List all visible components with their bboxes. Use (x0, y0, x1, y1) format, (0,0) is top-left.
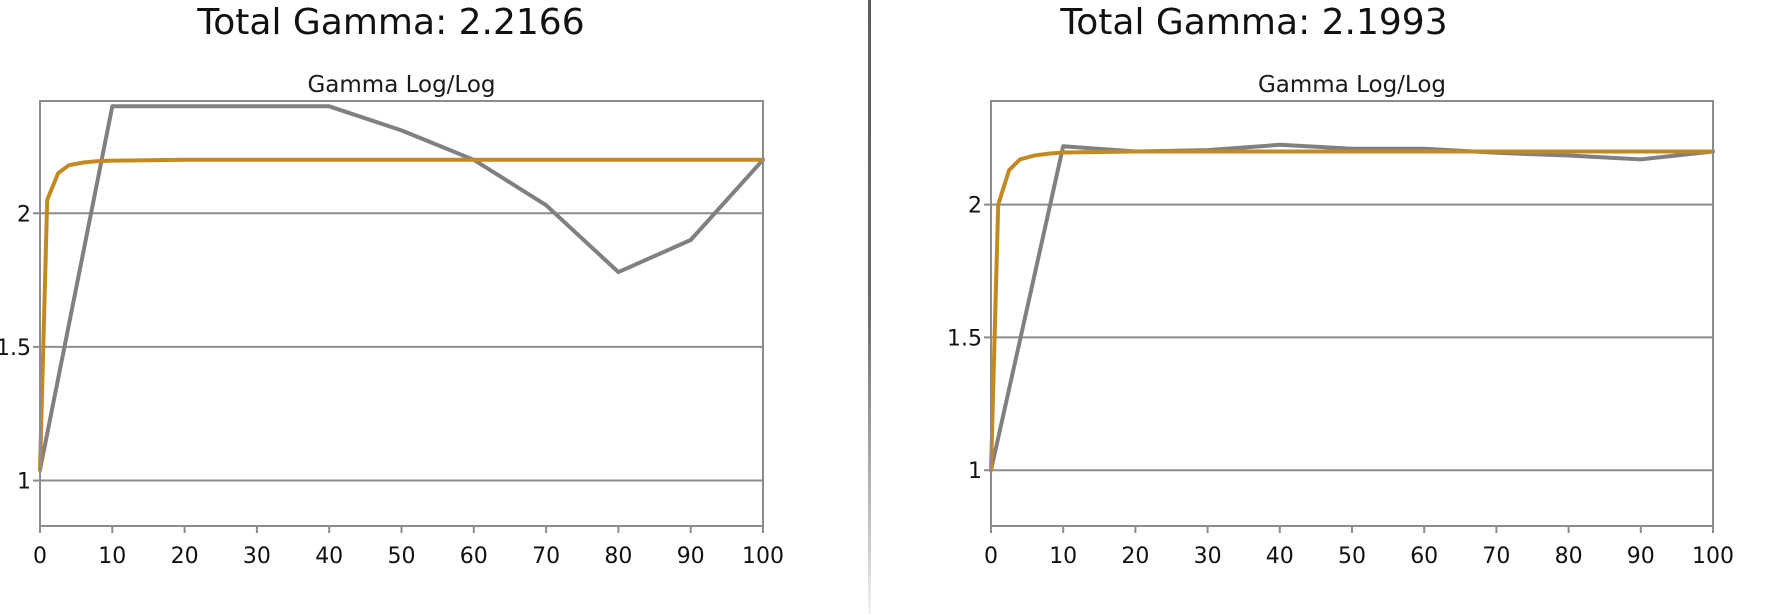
x-tick-label: 60 (1410, 544, 1438, 569)
x-tick-label: 80 (604, 544, 632, 569)
y-tick-label: 1.5 (0, 336, 31, 361)
x-tick-label: 100 (1692, 544, 1734, 569)
target-gamma-line (38, 157, 765, 472)
chart-title: Gamma Log/Log (307, 72, 495, 98)
x-tick-label: 50 (1338, 544, 1366, 569)
x-tick-label: 50 (388, 544, 416, 569)
y-tick-label: 1 (17, 470, 31, 495)
measured-gamma-line (38, 104, 765, 472)
total-gamma-heading: Total Gamma: 2.2166 (197, 2, 585, 43)
plot-frame (39, 100, 764, 527)
target-gamma-line (989, 149, 1715, 473)
plot-frame (990, 100, 1714, 527)
y-tick-label: 2 (968, 194, 982, 219)
x-tick-label: 20 (171, 544, 199, 569)
x-tick-label: 10 (98, 544, 126, 569)
x-tick-label: 10 (1049, 544, 1077, 569)
x-tick-label: 0 (33, 544, 47, 569)
x-tick-label: 40 (1266, 544, 1294, 569)
x-tick-label: 80 (1555, 544, 1583, 569)
x-tick-label: 100 (742, 544, 784, 569)
x-tick-label: 90 (677, 544, 705, 569)
left-gamma-panel: Total Gamma: 2.2166 Gamma Log/Log 1 1.5 2 0 1… (0, 0, 870, 614)
x-tick-label: 30 (243, 544, 271, 569)
x-tick-label: 0 (984, 544, 998, 569)
measured-gamma-line (989, 142, 1715, 473)
y-tick-label: 1.5 (947, 326, 982, 351)
y-tick-label: 1 (968, 459, 982, 484)
x-tick-label: 90 (1627, 544, 1655, 569)
x-tick-label: 20 (1121, 544, 1149, 569)
x-tick-label: 70 (1482, 544, 1510, 569)
chart-title: Gamma Log/Log (1258, 72, 1446, 98)
x-tick-label: 30 (1194, 544, 1222, 569)
panel-divider (868, 0, 871, 614)
right-gamma-panel: Total Gamma: 2.1993 Gamma Log/Log 1 1.5 2 0 1… (870, 0, 1770, 614)
total-gamma-heading: Total Gamma: 2.1993 (1060, 2, 1448, 43)
x-tick-label: 60 (460, 544, 488, 569)
y-tick-label: 2 (17, 202, 31, 227)
x-tick-label: 40 (315, 544, 343, 569)
x-tick-label: 70 (532, 544, 560, 569)
